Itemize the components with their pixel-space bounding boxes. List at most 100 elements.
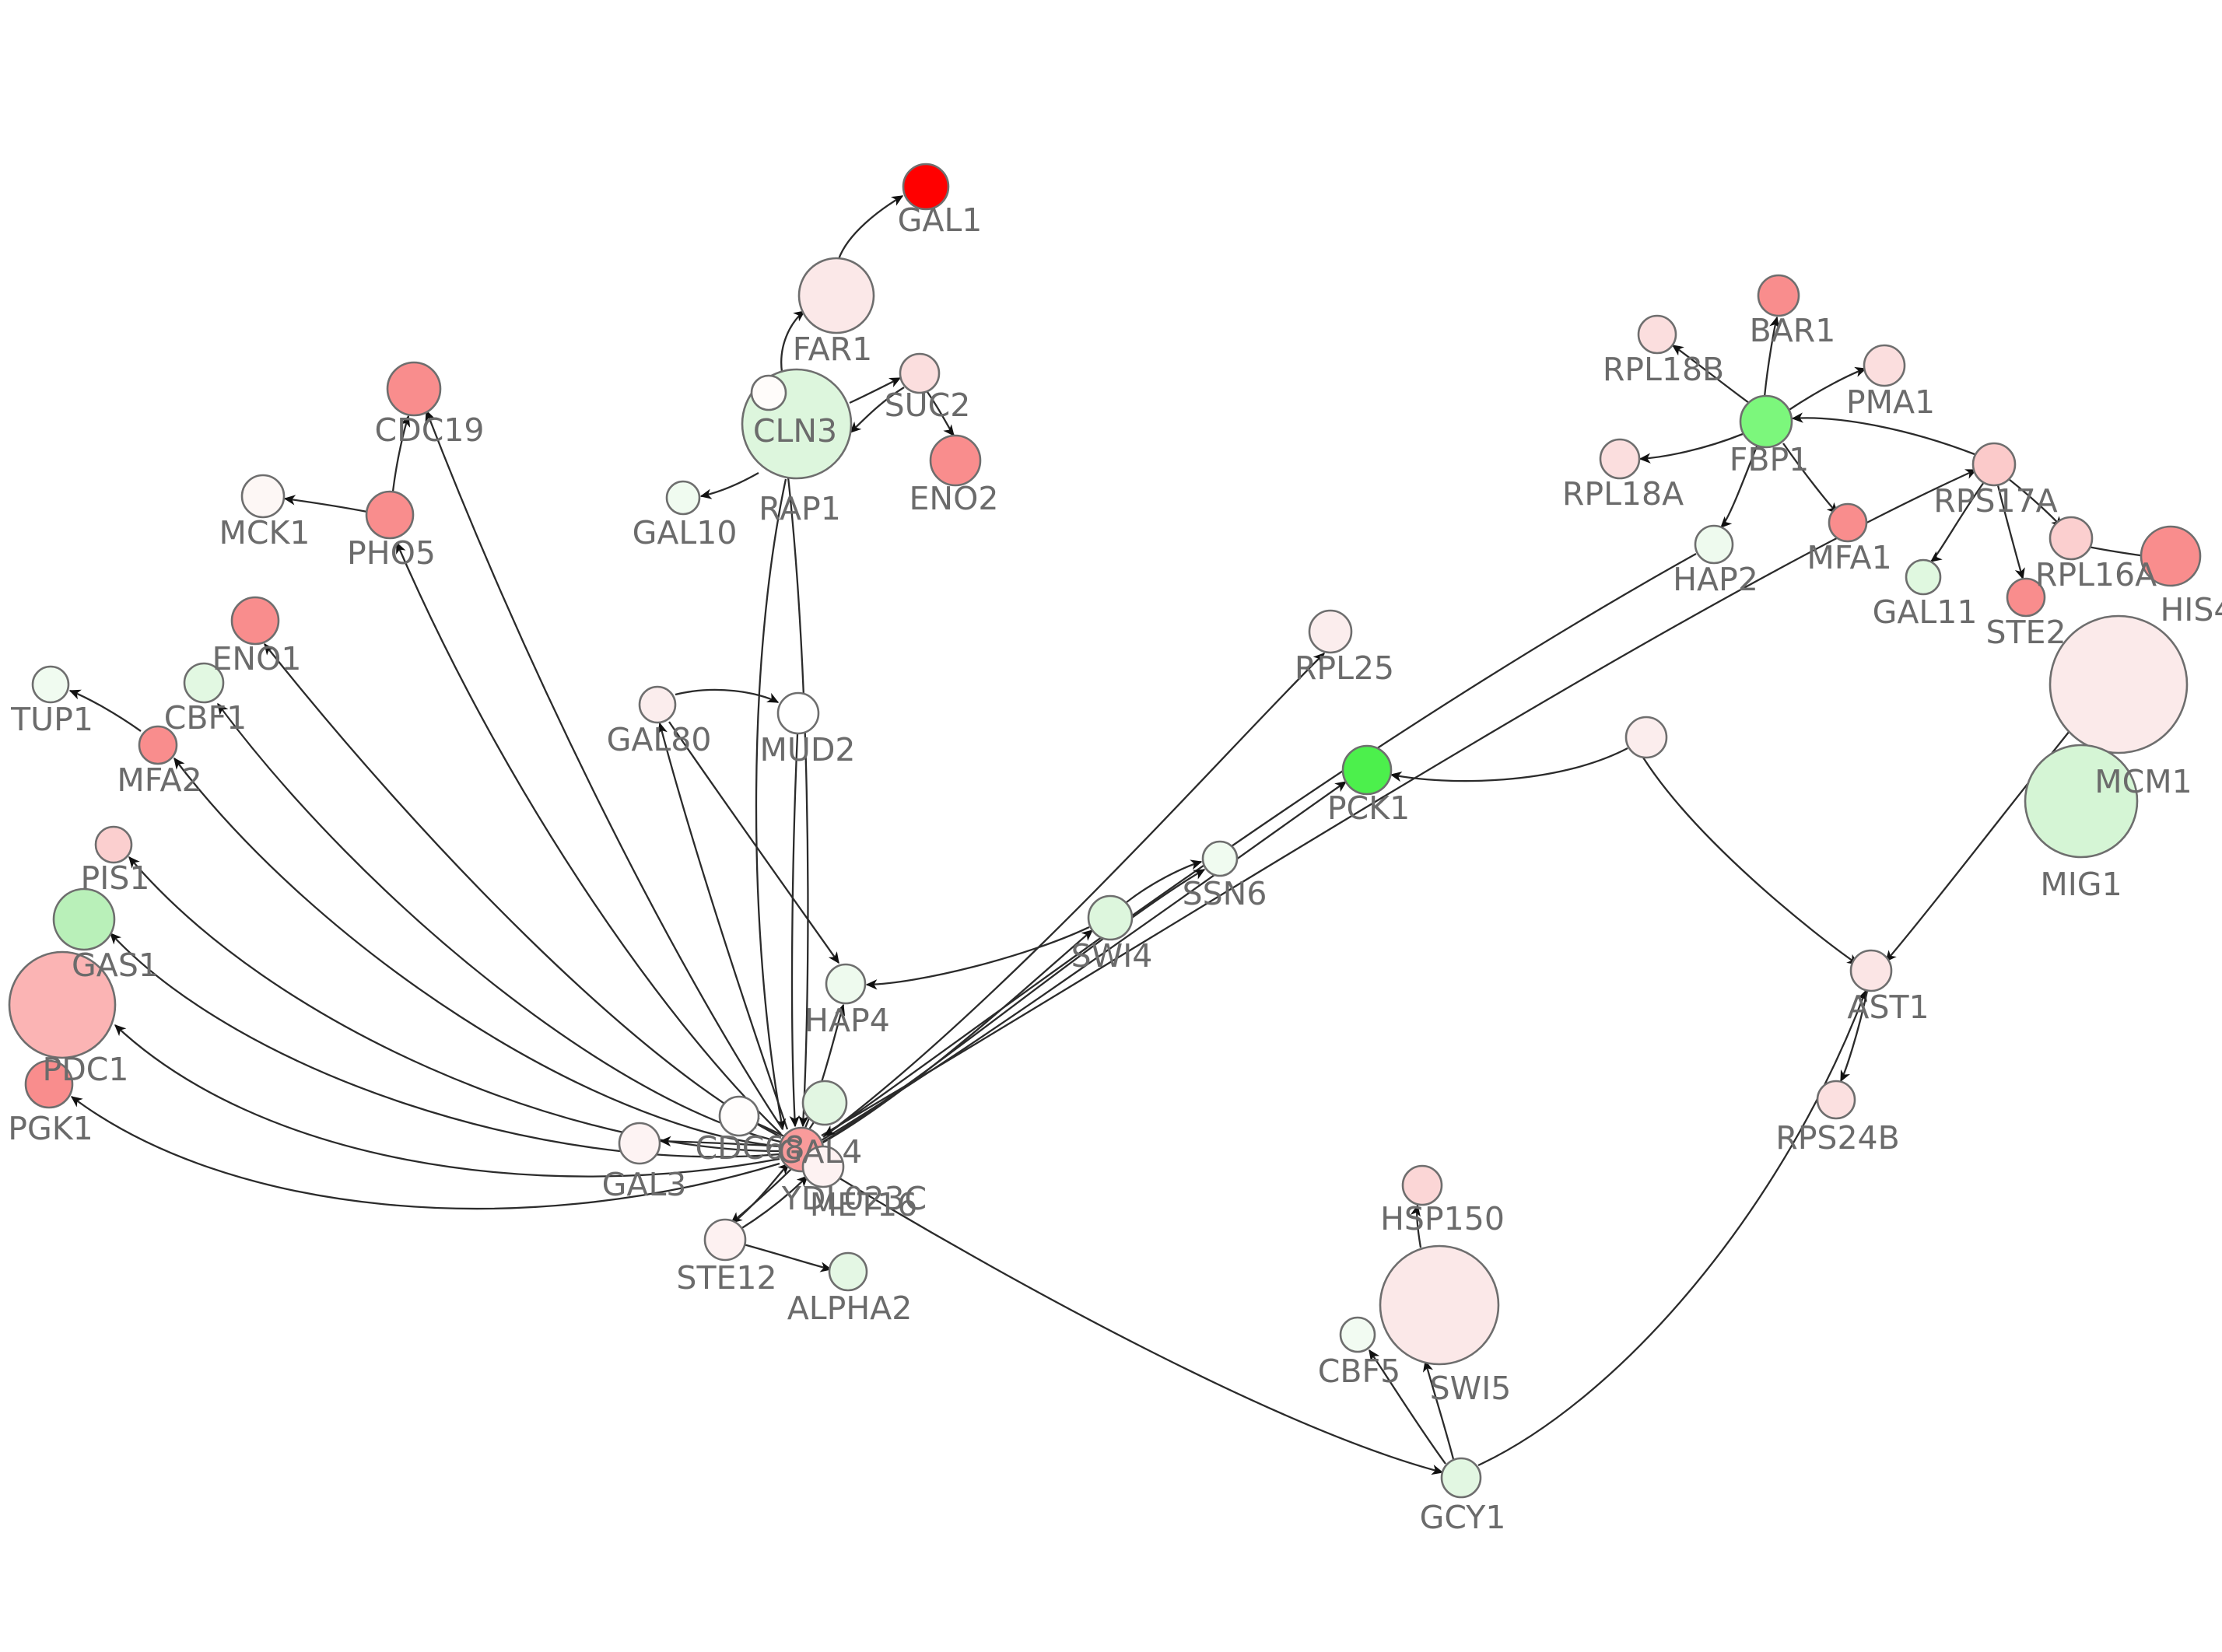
node-pho5[interactable]	[365, 490, 415, 540]
edge-gal4-to-gcy1	[815, 1163, 1444, 1475]
node-alpha2[interactable]	[828, 1251, 868, 1292]
node-unk1[interactable]	[1624, 716, 1668, 759]
node-rpl25[interactable]	[1308, 609, 1353, 654]
node-his4[interactable]	[2140, 525, 2202, 587]
node-gal1[interactable]	[902, 163, 950, 211]
edge-rps17a-to-gal11	[1929, 481, 1985, 562]
edge-ste12-to-alpha2	[743, 1243, 832, 1272]
edge-gcy1-to-ast1	[1477, 989, 1867, 1467]
node-ssn6[interactable]	[1201, 840, 1239, 877]
edge-gal4-to-mfa2	[173, 757, 781, 1148]
node-gas1[interactable]	[52, 887, 116, 951]
node-label-pho5: PHO5	[347, 534, 436, 572]
edge-gal4-to-cdc19	[425, 409, 783, 1130]
edge-gal4-to-pho5	[395, 541, 782, 1135]
node-hsp150[interactable]	[1401, 1164, 1443, 1206]
node-mig1[interactable]	[2024, 744, 2139, 859]
edge-gal4-to-ssn6	[822, 869, 1206, 1143]
node-label-alpha2: ALPHA2	[787, 1290, 913, 1327]
edge-cln3-to-gal10	[699, 471, 759, 499]
edge-swi4-to-ssn6	[1126, 859, 1203, 903]
node-label-gal1: GAL1	[898, 201, 983, 239]
node-swi4[interactable]	[1087, 894, 1134, 941]
node-label-eno2: ENO2	[909, 480, 999, 517]
edge-fbp1-to-rpl18a	[1638, 432, 1744, 464]
node-label-rap1: RAP1	[759, 490, 841, 527]
edge-gal4-to-swi4	[821, 929, 1094, 1145]
node-gcy1[interactable]	[1440, 1457, 1482, 1499]
edge-gcy1-to-cbf5	[1369, 1349, 1446, 1465]
edge-gal80-to-mud2	[675, 688, 780, 704]
node-label-swi4: SWI4	[1071, 937, 1153, 975]
node-ydl023c[interactable]	[801, 1145, 845, 1188]
node-rpl16a[interactable]	[2049, 516, 2094, 561]
node-ast1[interactable]	[1849, 949, 1893, 992]
node-rps17a[interactable]	[1971, 442, 2017, 487]
node-label-cln3: CLN3	[753, 412, 837, 450]
node-cdc19[interactable]	[386, 361, 442, 417]
node-label-fbp1: FBP1	[1730, 441, 1810, 478]
edge-gal4-to-rpl25	[822, 653, 1325, 1138]
node-rpl18a[interactable]	[1599, 438, 1641, 480]
node-pis1[interactable]	[94, 825, 133, 864]
node-rap1[interactable]	[750, 374, 787, 411]
node-swi5[interactable]	[1379, 1244, 1500, 1366]
node-tup1[interactable]	[31, 665, 70, 704]
node-rps24b[interactable]	[1816, 1080, 1856, 1120]
node-mfa1[interactable]	[1828, 502, 1868, 543]
node-pgk1[interactable]	[24, 1059, 74, 1109]
node-mck1[interactable]	[240, 474, 286, 519]
node-cbf1[interactable]	[183, 662, 225, 704]
node-mud2[interactable]	[776, 691, 820, 735]
node-eno1[interactable]	[230, 596, 280, 646]
edge-swi4-to-hap4	[865, 926, 1090, 990]
node-mfa2[interactable]	[138, 725, 178, 765]
node-cdc68[interactable]	[718, 1095, 760, 1137]
node-cbf5[interactable]	[1339, 1316, 1376, 1353]
node-label-ydl023c: YDL023C	[781, 1180, 927, 1217]
edge-fbp1-to-bar1	[1763, 316, 1780, 397]
edge-fbp1-to-pma1	[1787, 366, 1867, 411]
node-label-eno1: ENO1	[212, 640, 302, 677]
node-fbp1[interactable]	[1739, 394, 1793, 449]
node-gal11[interactable]	[1905, 558, 1942, 596]
node-suc2[interactable]	[899, 352, 941, 394]
edge-cln3-to-suc2	[849, 376, 902, 404]
node-label-mud2: MUD2	[759, 731, 855, 768]
node-label-gal4: GAL4	[778, 1133, 863, 1171]
node-hap2[interactable]	[1694, 524, 1734, 565]
node-hap4[interactable]	[825, 963, 867, 1005]
edge-gal4-to-pdc1	[114, 1024, 780, 1178]
node-pma1[interactable]	[1863, 344, 1906, 387]
edge-mud2-to-gal4	[789, 733, 800, 1128]
node-ste2[interactable]	[2006, 577, 2046, 618]
node-label-pgk1: PGK1	[8, 1110, 93, 1147]
edge-pho5-to-mck1	[283, 495, 368, 513]
node-label-far1: FAR1	[793, 331, 872, 368]
node-eno2[interactable]	[929, 434, 982, 487]
node-label-pis1: PIS1	[81, 859, 150, 897]
edge-gal80-to-hap4	[668, 721, 839, 964]
node-label-bar1: BAR1	[1750, 312, 1836, 349]
edge-gal4-to-rps17a	[821, 468, 1978, 1136]
node-label-rps17a: RPS17A	[1933, 482, 2057, 520]
edge-suc2-to-eno2	[927, 391, 955, 437]
node-far1[interactable]	[797, 257, 875, 334]
node-pdc1[interactable]	[8, 950, 117, 1059]
node-label-mfa1: MFA1	[1807, 539, 1891, 576]
edge-gal4-to-eno1	[264, 642, 782, 1139]
node-gal80[interactable]	[638, 685, 677, 724]
edge-gal4-to-pck1	[821, 781, 1348, 1141]
node-gal3[interactable]	[618, 1122, 661, 1165]
node-mcm1[interactable]	[2049, 614, 2189, 754]
node-rpl18b[interactable]	[1637, 314, 1677, 355]
node-ste12[interactable]	[703, 1218, 747, 1262]
node-gal10[interactable]	[665, 480, 701, 516]
node-bar1[interactable]	[1757, 274, 1800, 317]
edge-fbp1-to-hap2	[1720, 446, 1758, 528]
node-label-mcm1: MCM1	[2094, 763, 2192, 800]
node-met16[interactable]	[801, 1080, 848, 1126]
node-pck1[interactable]	[1341, 744, 1393, 796]
node-label-gal3: GAL3	[602, 1166, 687, 1203]
